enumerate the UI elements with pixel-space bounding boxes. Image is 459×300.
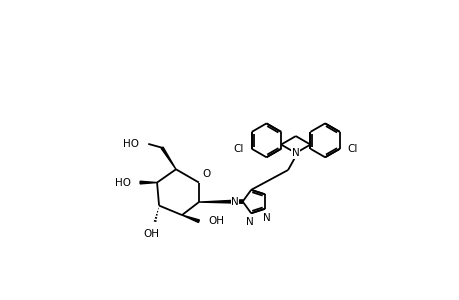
Polygon shape xyxy=(140,181,157,184)
Text: N: N xyxy=(262,213,270,223)
Text: N: N xyxy=(291,148,299,158)
Text: N: N xyxy=(245,217,253,227)
Polygon shape xyxy=(182,215,199,223)
Text: HO: HO xyxy=(115,178,131,188)
Text: N: N xyxy=(230,196,238,206)
Text: Cl: Cl xyxy=(347,144,357,154)
Polygon shape xyxy=(161,147,176,169)
Text: Cl: Cl xyxy=(233,144,244,154)
Text: HO: HO xyxy=(123,139,139,149)
Text: OH: OH xyxy=(143,229,159,239)
Text: OH: OH xyxy=(208,216,224,226)
Text: O: O xyxy=(202,169,210,179)
Polygon shape xyxy=(198,200,242,203)
